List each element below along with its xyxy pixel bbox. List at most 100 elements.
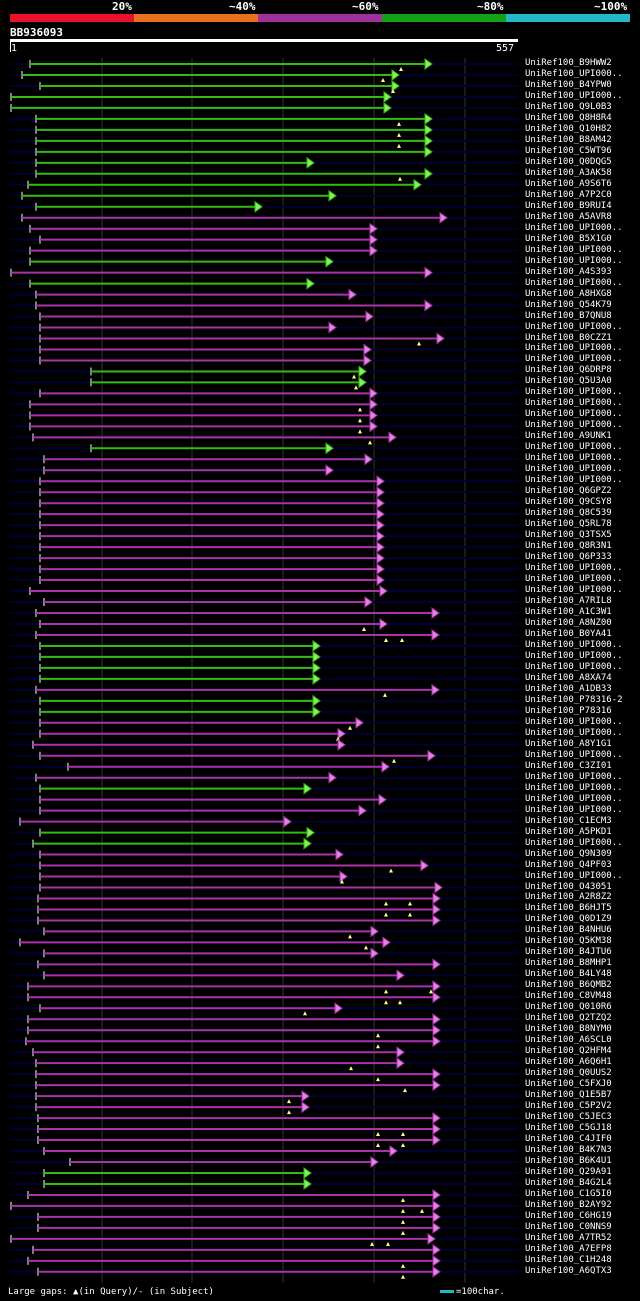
hit-label[interactable]: UniRef100_UPI000.. bbox=[525, 398, 623, 409]
hit-label[interactable]: UniRef100_UPI000.. bbox=[525, 387, 623, 398]
hit-label[interactable]: UniRef100_C1G5I0 bbox=[525, 1188, 612, 1199]
hit-label[interactable]: UniRef100_Q0UUS2 bbox=[525, 1068, 612, 1079]
hit-label[interactable]: UniRef100_Q0D1Z9 bbox=[525, 914, 612, 925]
hit-label[interactable]: UniRef100_UPI000.. bbox=[525, 793, 623, 804]
hit-label[interactable]: UniRef100_A7P2C0 bbox=[525, 189, 612, 200]
hit-label[interactable]: UniRef100_Q6GPZ2 bbox=[525, 486, 612, 497]
hit-label[interactable]: UniRef100_A3AK58 bbox=[525, 167, 612, 178]
hit-label[interactable]: UniRef100_Q4PF03 bbox=[525, 859, 612, 870]
hit-label[interactable]: UniRef100_A5AVR8 bbox=[525, 211, 612, 222]
hit-label[interactable]: UniRef100_Q1E5B7 bbox=[525, 1090, 612, 1101]
hit-label[interactable]: UniRef100_A7RIL8 bbox=[525, 596, 612, 607]
hit-label[interactable]: UniRef100_A1DB33 bbox=[525, 683, 612, 694]
hit-label[interactable]: UniRef100_C6HG19 bbox=[525, 1210, 612, 1221]
hit-label[interactable]: UniRef100_C4JIF0 bbox=[525, 1134, 612, 1145]
hit-label[interactable]: UniRef100_Q9CSY8 bbox=[525, 497, 612, 508]
hit-label[interactable]: UniRef100_Q010R6 bbox=[525, 1002, 612, 1013]
hit-label[interactable]: UniRef100_A1C3W1 bbox=[525, 607, 612, 617]
hit-label[interactable]: UniRef100_A7EFP8 bbox=[525, 1243, 612, 1254]
hit-label[interactable]: UniRef100_Q8C539 bbox=[525, 508, 612, 519]
hit-label[interactable]: UniRef100_UPI000.. bbox=[525, 222, 623, 233]
hit-label[interactable]: UniRef100_UPI000.. bbox=[525, 563, 623, 574]
hit-label[interactable]: UniRef100_Q5KM38 bbox=[525, 936, 612, 947]
hit-label[interactable]: UniRef100_P78316-2 bbox=[525, 694, 623, 705]
hit-label[interactable]: UniRef100_A8HXG8 bbox=[525, 288, 612, 299]
hit-label[interactable]: UniRef100_B6QMB2 bbox=[525, 980, 612, 991]
hit-label[interactable]: UniRef100_UPI000.. bbox=[525, 574, 623, 585]
hit-label[interactable]: UniRef100_C5JEC3 bbox=[525, 1112, 612, 1123]
hit-label[interactable]: UniRef100_UPI000.. bbox=[525, 727, 623, 738]
hit-label[interactable]: UniRef100_UPI000.. bbox=[525, 639, 623, 650]
hit-label[interactable]: UniRef100_A8XA74 bbox=[525, 672, 612, 683]
hit-label[interactable]: UniRef100_Q8R3N1 bbox=[525, 541, 612, 552]
hit-label[interactable]: UniRef100_Q2HFM4 bbox=[525, 1046, 612, 1057]
hit-label[interactable]: UniRef100_UPI000.. bbox=[525, 90, 623, 101]
hit-label[interactable]: UniRef100_Q9L0B3 bbox=[525, 101, 612, 112]
hit-label[interactable]: UniRef100_UPI000.. bbox=[525, 585, 623, 596]
hit-label[interactable]: UniRef100_UPI000.. bbox=[525, 804, 623, 815]
hit-label[interactable]: UniRef100_B6K4U1 bbox=[525, 1156, 612, 1166]
hit-label[interactable]: UniRef100_Q0DQG5 bbox=[525, 156, 612, 167]
hit-label[interactable]: UniRef100_B4YPW0 bbox=[525, 79, 612, 90]
hit-label[interactable]: UniRef100_O43051 bbox=[525, 881, 612, 892]
hit-label[interactable]: UniRef100_B0YA41 bbox=[525, 628, 612, 639]
hit-label[interactable]: UniRef100_UPI000.. bbox=[525, 464, 623, 475]
hit-label[interactable]: UniRef100_UPI000.. bbox=[525, 244, 623, 255]
hit-label[interactable]: UniRef100_B4LY48 bbox=[525, 969, 612, 980]
hit-label[interactable]: UniRef100_B2AY92 bbox=[525, 1199, 612, 1210]
hit-label[interactable]: UniRef100_A5PKD1 bbox=[525, 826, 612, 837]
hit-label[interactable]: UniRef100_UPI000.. bbox=[525, 837, 623, 848]
hit-label[interactable]: UniRef100_Q10H82 bbox=[525, 123, 612, 134]
hit-label[interactable]: UniRef100_Q5U3A0 bbox=[525, 376, 612, 387]
hit-label[interactable]: UniRef100_A4S393 bbox=[525, 266, 612, 277]
hit-label[interactable]: UniRef100_A6SCL0 bbox=[525, 1035, 612, 1046]
hit-label[interactable]: UniRef100_UPI000.. bbox=[525, 475, 623, 486]
hit-label[interactable]: UniRef100_Q8H8R4 bbox=[525, 112, 612, 123]
hit-label[interactable]: UniRef100_A2R8Z2 bbox=[525, 892, 612, 903]
hit-label[interactable]: UniRef100_B8MHP1 bbox=[525, 958, 612, 969]
hit-label[interactable]: UniRef100_C5P2V2 bbox=[525, 1101, 612, 1112]
hit-label[interactable]: UniRef100_A9UNK1 bbox=[525, 431, 612, 442]
hit-label[interactable]: UniRef100_C5WT96 bbox=[525, 145, 612, 156]
hit-label[interactable]: UniRef100_C8VM48 bbox=[525, 991, 612, 1002]
hit-label[interactable]: UniRef100_UPI000.. bbox=[525, 749, 623, 760]
hit-label[interactable]: UniRef100_Q29A91 bbox=[525, 1166, 612, 1177]
hit-label[interactable]: UniRef100_UPI000.. bbox=[525, 321, 623, 332]
hit-label[interactable]: UniRef100_Q2TZQ2 bbox=[525, 1013, 612, 1024]
hit-label[interactable]: UniRef100_B9HWW2 bbox=[525, 58, 612, 68]
hit-label[interactable]: UniRef100_B6HJT5 bbox=[525, 903, 612, 914]
hit-label[interactable]: UniRef100_C1H248 bbox=[525, 1254, 612, 1265]
hit-label[interactable]: UniRef100_C0NNS9 bbox=[525, 1221, 612, 1232]
hit-label[interactable]: UniRef100_A7TR52 bbox=[525, 1232, 612, 1243]
hit-label[interactable]: UniRef100_UPI000.. bbox=[525, 661, 623, 672]
hit-label[interactable]: UniRef100_C3ZI01 bbox=[525, 760, 612, 771]
hit-label[interactable]: UniRef100_B8AM42 bbox=[525, 134, 612, 145]
hit-label[interactable]: UniRef100_P78316 bbox=[525, 705, 612, 716]
hit-label[interactable]: UniRef100_A6Q6H1 bbox=[525, 1057, 612, 1068]
hit-label[interactable]: UniRef100_A8Y1G1 bbox=[525, 738, 612, 749]
hit-label[interactable]: UniRef100_C5FXJ0 bbox=[525, 1079, 612, 1090]
hit-label[interactable]: UniRef100_Q6P333 bbox=[525, 552, 612, 563]
hit-label[interactable]: UniRef100_C1ECM3 bbox=[525, 815, 612, 826]
hit-label[interactable]: UniRef100_UPI000.. bbox=[525, 354, 623, 365]
hit-label[interactable]: UniRef100_A6QTX3 bbox=[525, 1265, 612, 1276]
hit-label[interactable]: UniRef100_Q5RL78 bbox=[525, 519, 612, 530]
hit-label[interactable]: UniRef100_B5X1G0 bbox=[525, 233, 612, 244]
hit-label[interactable]: UniRef100_B4K7N3 bbox=[525, 1145, 612, 1156]
hit-label[interactable]: UniRef100_UPI000.. bbox=[525, 650, 623, 661]
hit-label[interactable]: UniRef100_UPI000.. bbox=[525, 420, 623, 431]
hit-label[interactable]: UniRef100_UPI000.. bbox=[525, 453, 623, 464]
hit-label[interactable]: UniRef100_UPI000.. bbox=[525, 409, 623, 420]
hit-label[interactable]: UniRef100_B4JTU6 bbox=[525, 947, 612, 958]
hit-label[interactable]: UniRef100_UPI000.. bbox=[525, 771, 623, 782]
hit-label[interactable]: UniRef100_B4NHU6 bbox=[525, 925, 612, 936]
hit-label[interactable]: UniRef100_C5GJ18 bbox=[525, 1123, 612, 1134]
hit-label[interactable]: UniRef100_UPI000.. bbox=[525, 68, 623, 79]
hit-label[interactable]: UniRef100_Q3TSX5 bbox=[525, 530, 612, 541]
hit-label[interactable]: UniRef100_UPI000.. bbox=[525, 782, 623, 793]
hit-label[interactable]: UniRef100_Q6DRP8 bbox=[525, 365, 612, 376]
hit-label[interactable]: UniRef100_B0CZZ1 bbox=[525, 332, 612, 343]
hit-label[interactable]: UniRef100_B8NYM0 bbox=[525, 1024, 612, 1035]
hit-label[interactable]: UniRef100_UPI000.. bbox=[525, 255, 623, 266]
hit-label[interactable]: UniRef100_A9S6T6 bbox=[525, 178, 612, 189]
